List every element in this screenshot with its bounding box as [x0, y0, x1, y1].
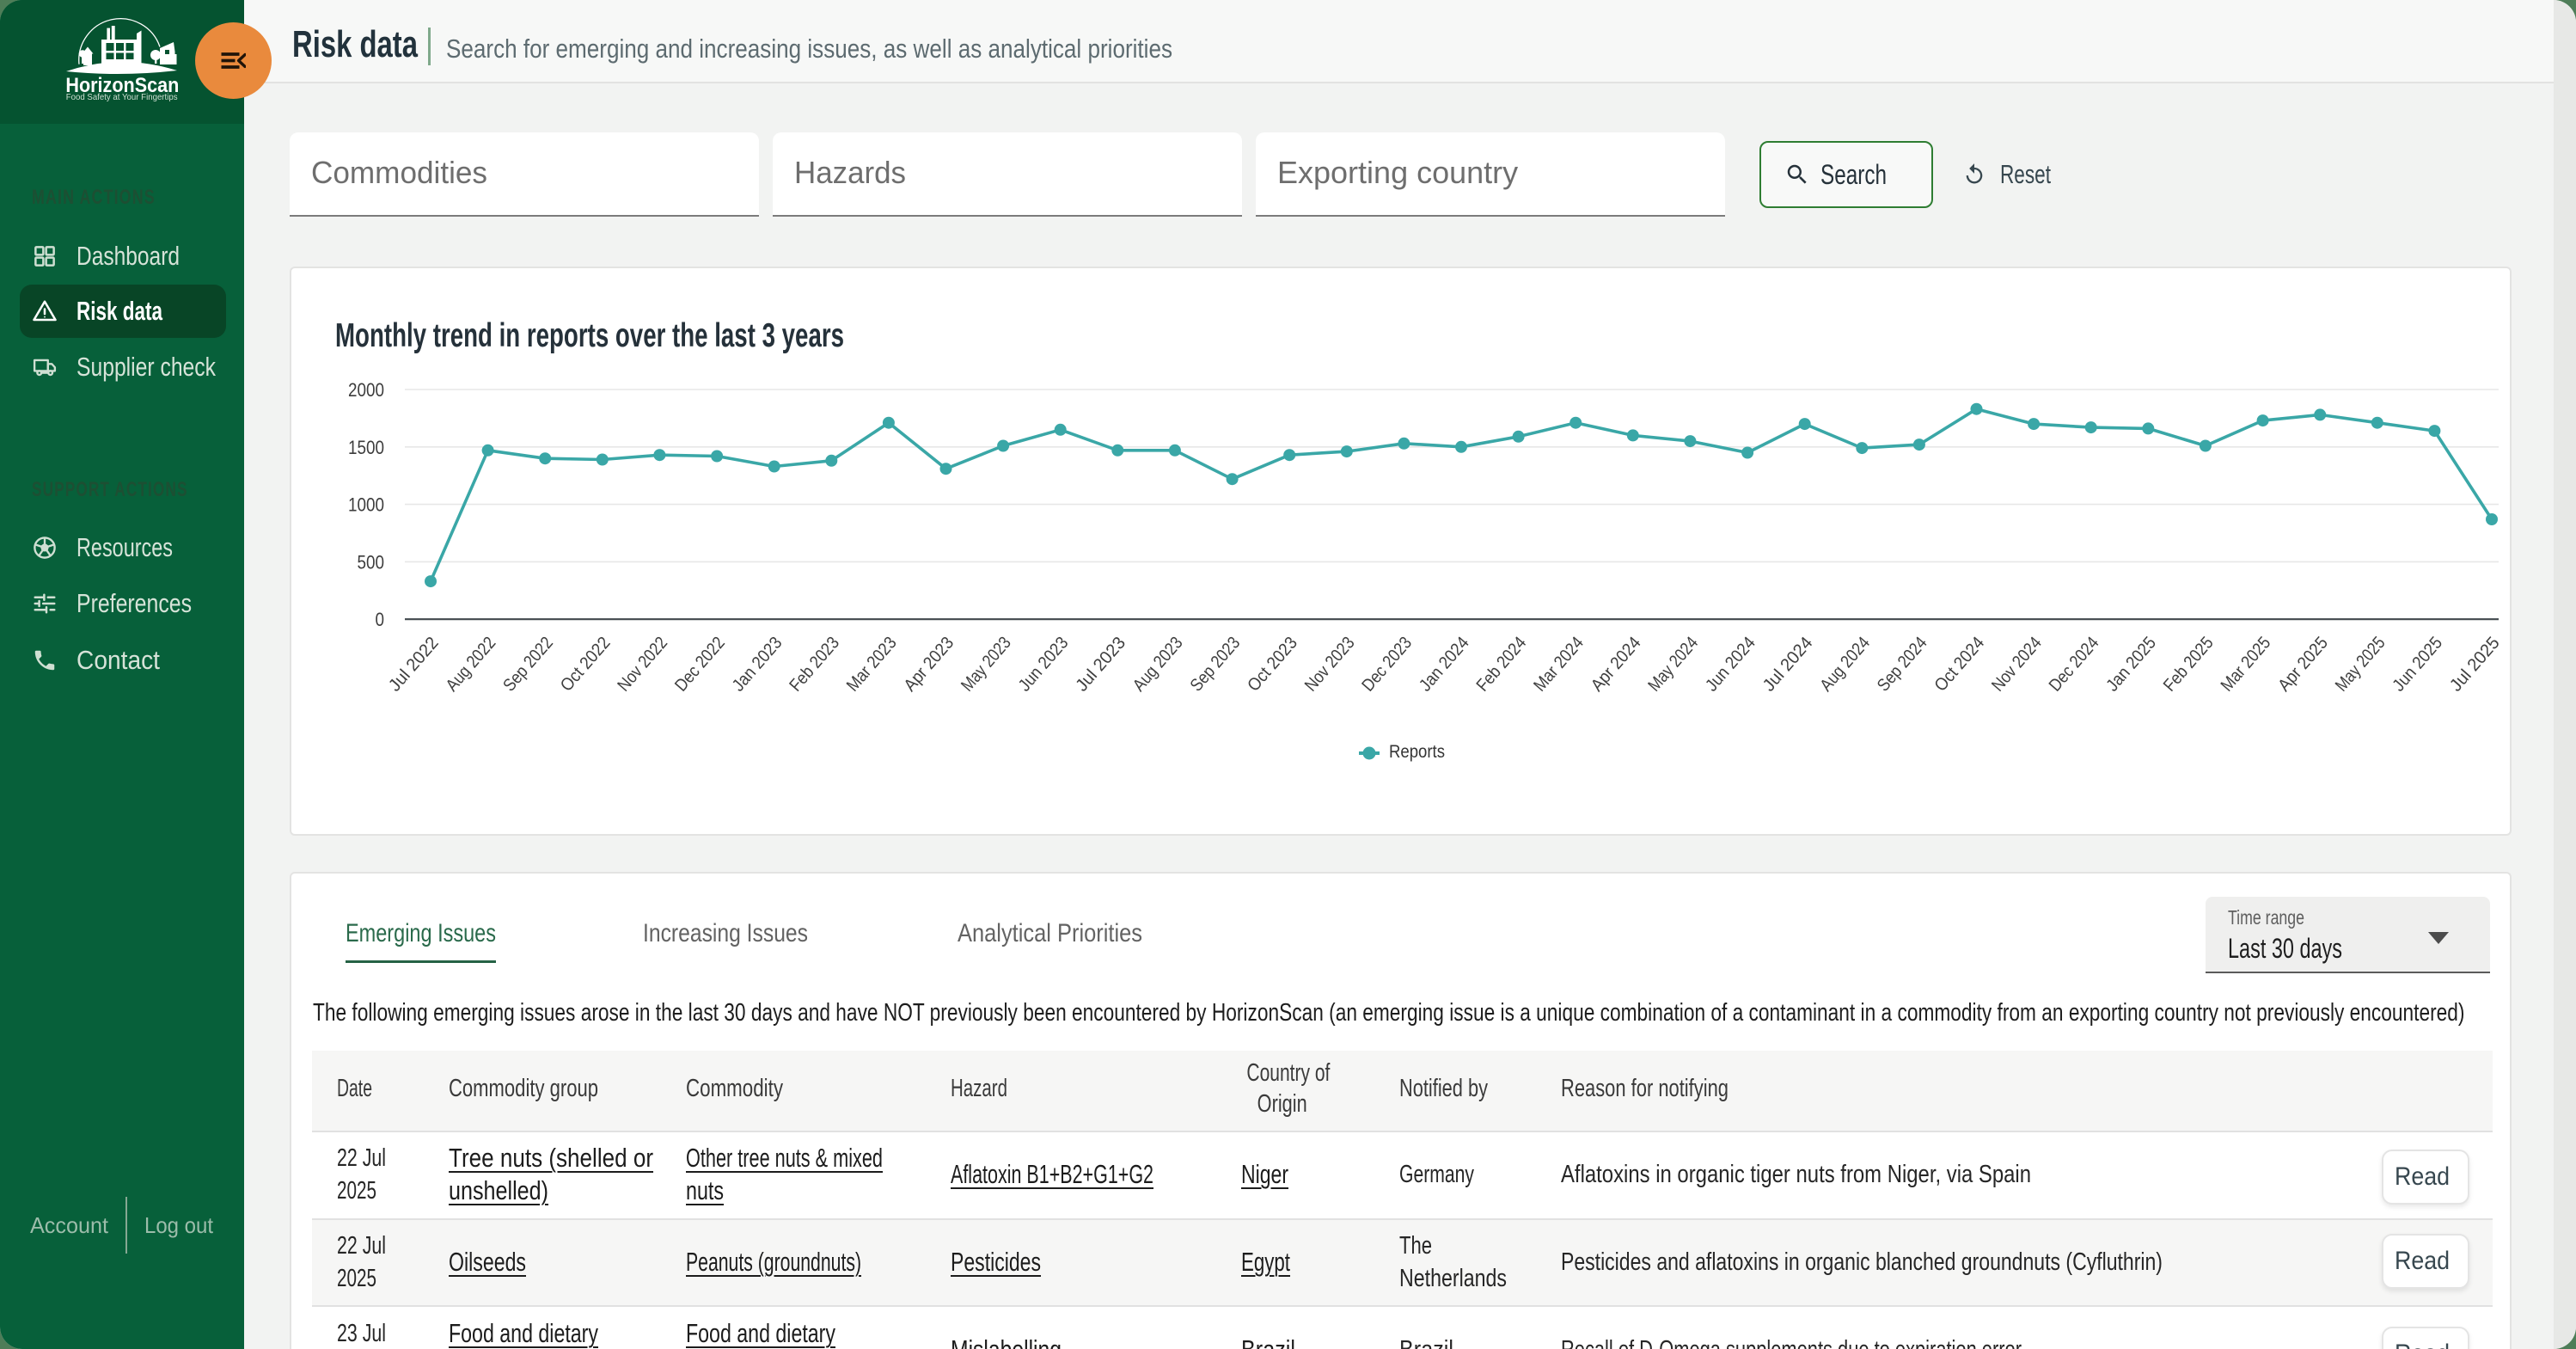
svg-text:May 2024: May 2024: [1644, 633, 1702, 695]
svg-text:Dec 2024: Dec 2024: [2045, 633, 2102, 695]
svg-text:Jun 2025: Jun 2025: [2389, 633, 2446, 695]
svg-text:Oct 2024: Oct 2024: [1930, 633, 1988, 695]
svg-text:Apr 2025: Apr 2025: [2274, 633, 2332, 695]
svg-text:Oct 2023: Oct 2023: [1244, 633, 1301, 695]
svg-text:Jan 2025: Jan 2025: [2102, 633, 2160, 695]
svg-text:Dec 2023: Dec 2023: [1358, 633, 1416, 695]
svg-text:Nov 2022: Nov 2022: [614, 633, 671, 695]
svg-text:1000: 1000: [348, 494, 384, 516]
svg-text:May 2023: May 2023: [958, 633, 1015, 695]
svg-text:Mar 2025: Mar 2025: [2217, 633, 2274, 695]
svg-text:Jan 2023: Jan 2023: [728, 633, 786, 695]
svg-text:Sep 2022: Sep 2022: [499, 633, 557, 695]
svg-text:Aug 2024: Aug 2024: [1816, 633, 1874, 695]
svg-text:May 2025: May 2025: [2331, 633, 2389, 695]
svg-text:Apr 2023: Apr 2023: [900, 633, 958, 695]
svg-text:Nov 2024: Nov 2024: [1988, 633, 2046, 695]
svg-text:Aug 2022: Aug 2022: [442, 633, 499, 695]
svg-text:Apr 2024: Apr 2024: [1587, 633, 1644, 695]
svg-text:Sep 2023: Sep 2023: [1186, 633, 1244, 695]
svg-text:2000: 2000: [348, 379, 384, 401]
svg-text:Feb 2025: Feb 2025: [2159, 633, 2217, 695]
svg-text:Sep 2024: Sep 2024: [1873, 633, 1930, 695]
svg-text:Reports: Reports: [1389, 742, 1445, 762]
svg-text:Feb 2024: Feb 2024: [1472, 633, 1530, 695]
svg-text:Dec 2022: Dec 2022: [671, 633, 729, 695]
svg-text:Jun 2024: Jun 2024: [1702, 633, 1759, 695]
svg-text:Jul 2024: Jul 2024: [1759, 633, 1816, 695]
svg-text:Mar 2023: Mar 2023: [842, 633, 900, 695]
svg-text:Jul 2025: Jul 2025: [2446, 633, 2504, 695]
svg-text:Jun 2023: Jun 2023: [1014, 633, 1072, 695]
svg-text:0: 0: [376, 609, 385, 630]
svg-text:1500: 1500: [348, 437, 384, 458]
svg-text:Oct 2022: Oct 2022: [556, 633, 614, 695]
svg-text:500: 500: [358, 551, 385, 573]
svg-text:Jan 2024: Jan 2024: [1416, 633, 1473, 695]
svg-text:Jul 2023: Jul 2023: [1072, 633, 1129, 695]
svg-text:Nov 2023: Nov 2023: [1300, 633, 1358, 695]
svg-text:Aug 2023: Aug 2023: [1129, 633, 1186, 695]
svg-text:Jul 2022: Jul 2022: [385, 633, 443, 695]
svg-text:Mar 2024: Mar 2024: [1530, 633, 1588, 695]
svg-text:Feb 2023: Feb 2023: [786, 633, 843, 695]
